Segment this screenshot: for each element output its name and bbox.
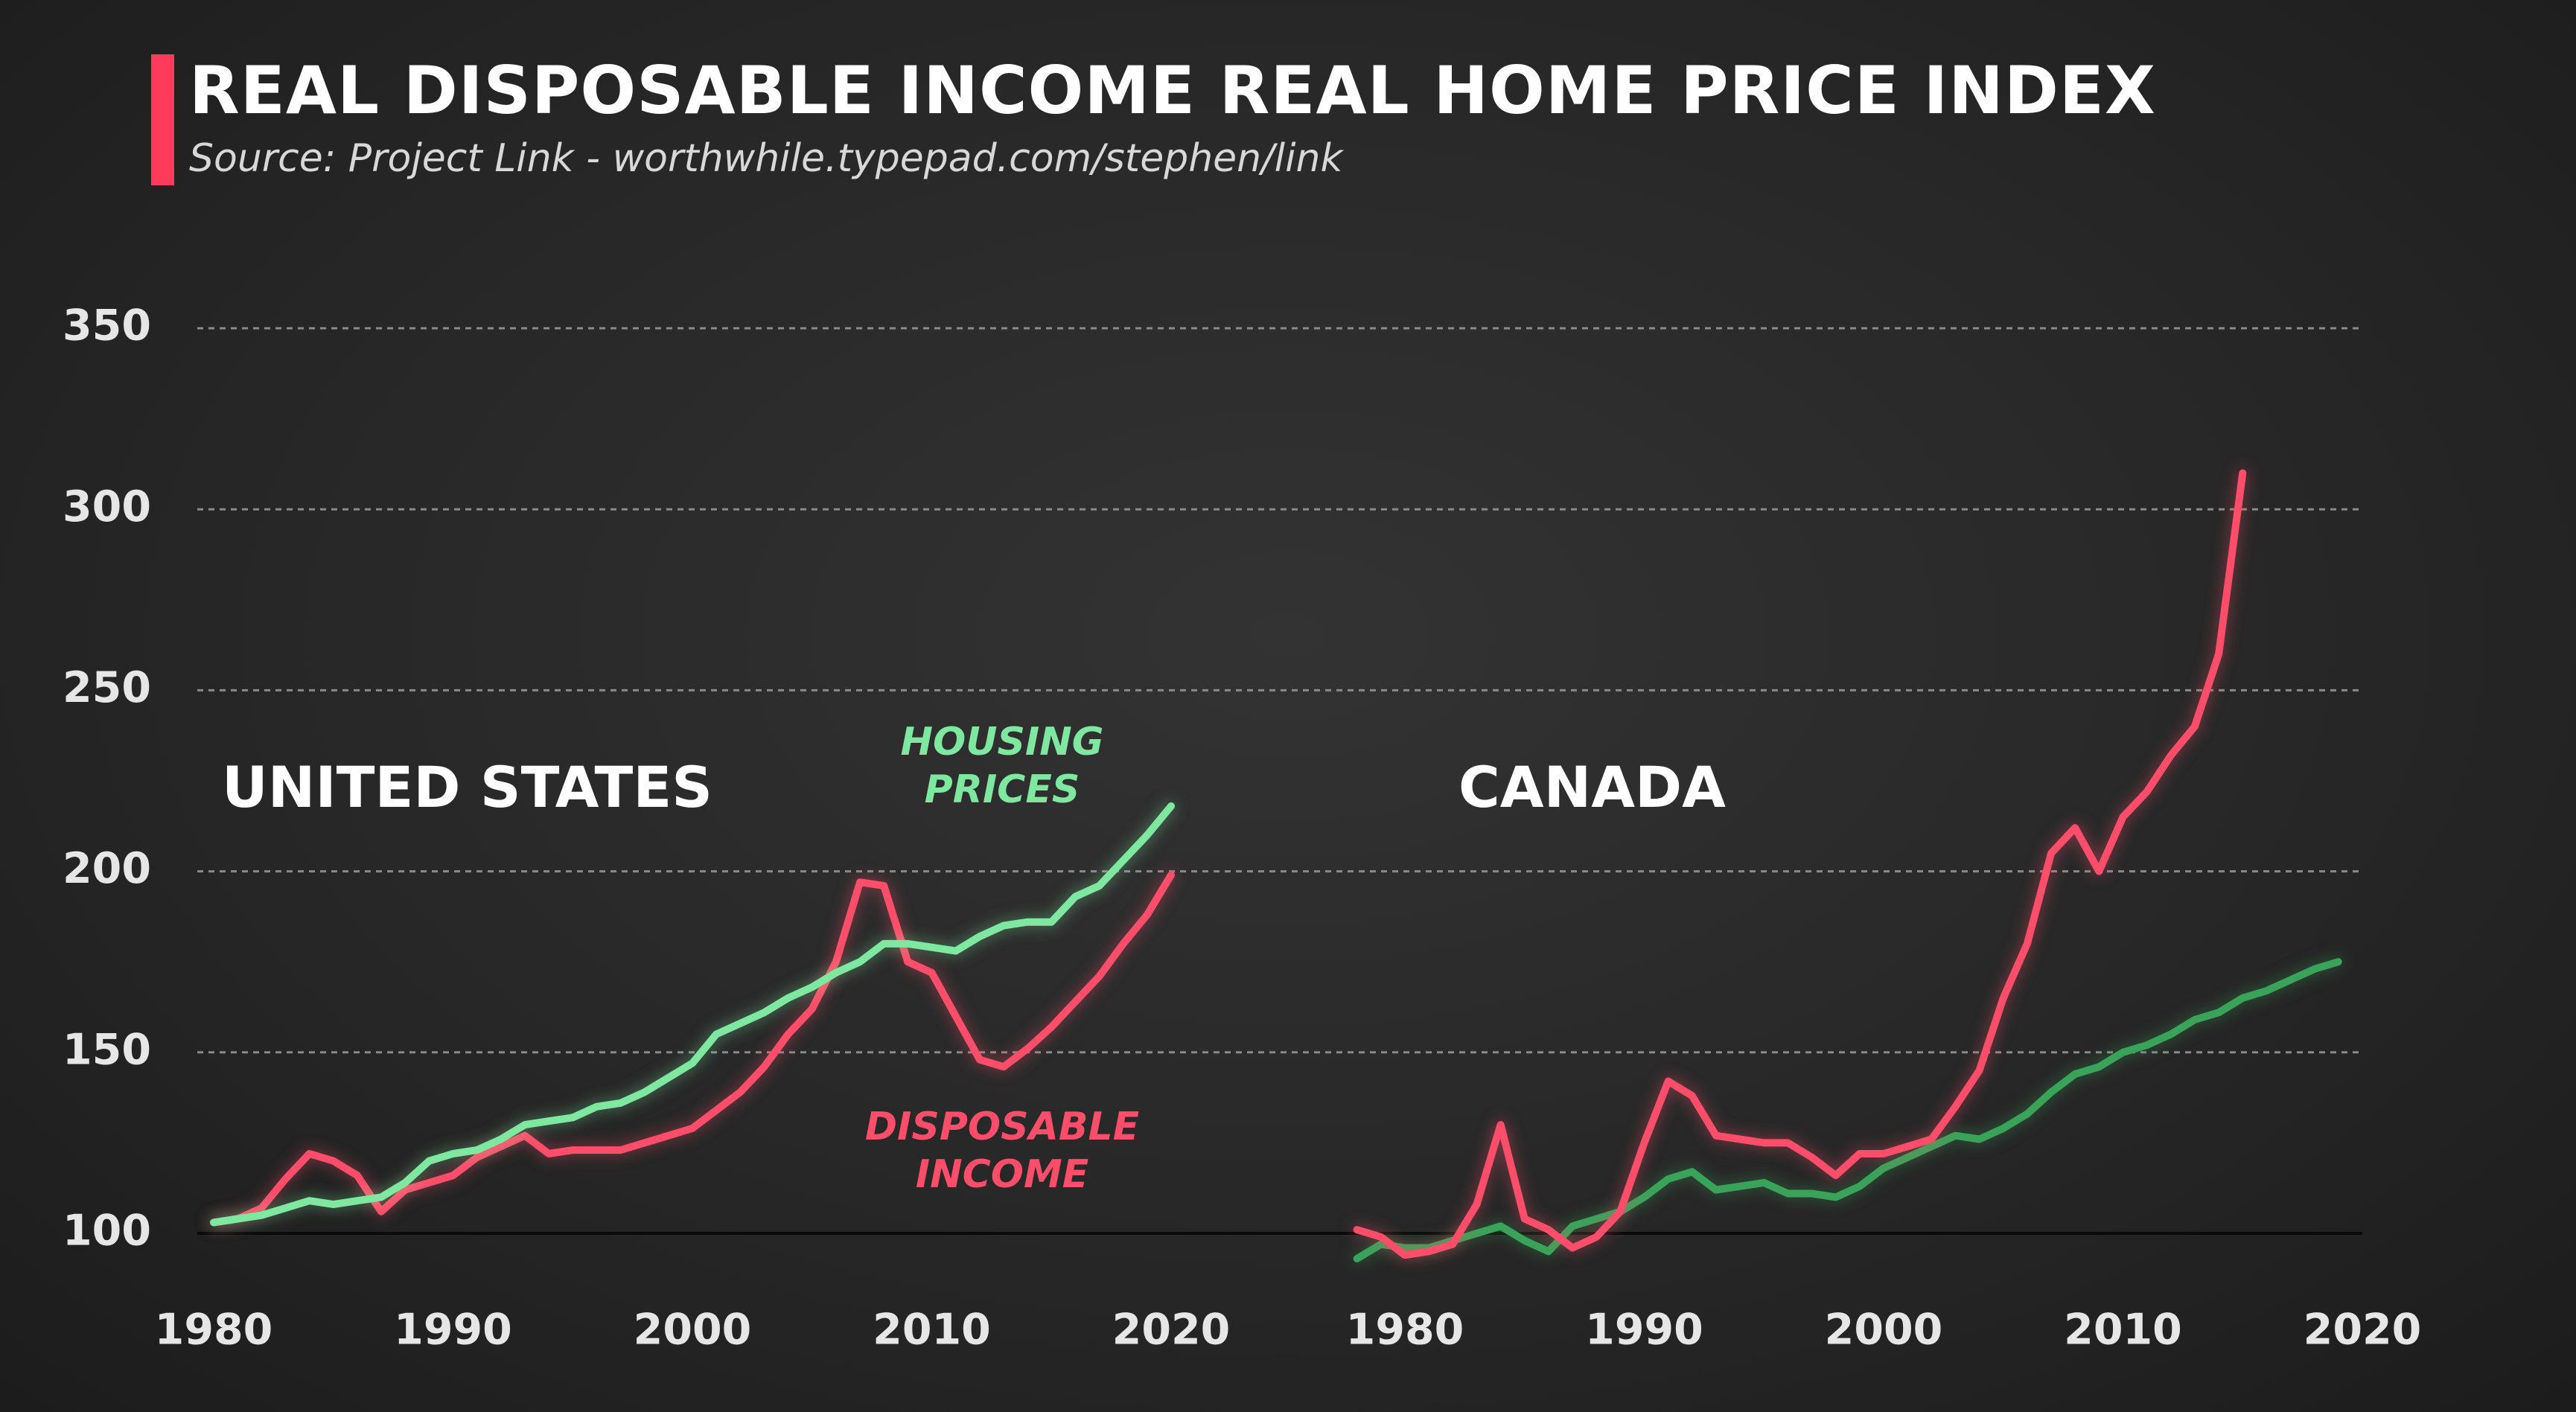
- title-accent: [151, 54, 174, 185]
- x-tick-label: 1980: [1346, 1306, 1464, 1355]
- y-tick-label: 300: [63, 482, 151, 531]
- series-line: [1353, 469, 2247, 1259]
- x-tick-label: 2020: [1112, 1306, 1231, 1355]
- y-tick-label: 200: [63, 844, 151, 893]
- series-line: [210, 802, 1175, 1227]
- y-tick-label: 250: [63, 663, 151, 712]
- x-tick-label: 2000: [634, 1306, 752, 1355]
- x-tick-label: 2000: [1825, 1306, 1943, 1355]
- x-tick-label: 2010: [2064, 1306, 2182, 1355]
- series-label: HOUSING PRICES: [900, 720, 1104, 812]
- series-label: DISPOSABLE INCOME: [864, 1105, 1140, 1197]
- series-line: [1353, 958, 2342, 1262]
- chart-subtitle: Source: Project Link - worthwhile.typepa…: [189, 136, 1344, 181]
- chart-title: REAL DISPOSABLE INCOME REAL HOME PRICE I…: [189, 52, 2156, 129]
- y-tick-label: 350: [63, 301, 151, 351]
- y-tick-label: 150: [63, 1025, 151, 1074]
- x-tick-label: 2020: [2304, 1306, 2422, 1355]
- panel-label: CANADA: [1458, 754, 1726, 820]
- x-tick-label: 2010: [873, 1306, 991, 1355]
- panel-label: UNITED STATES: [222, 754, 712, 820]
- x-tick-label: 1990: [1585, 1306, 1703, 1355]
- x-tick-label: 1990: [394, 1306, 512, 1355]
- y-tick-label: 100: [63, 1207, 151, 1256]
- x-tick-label: 1980: [155, 1306, 273, 1355]
